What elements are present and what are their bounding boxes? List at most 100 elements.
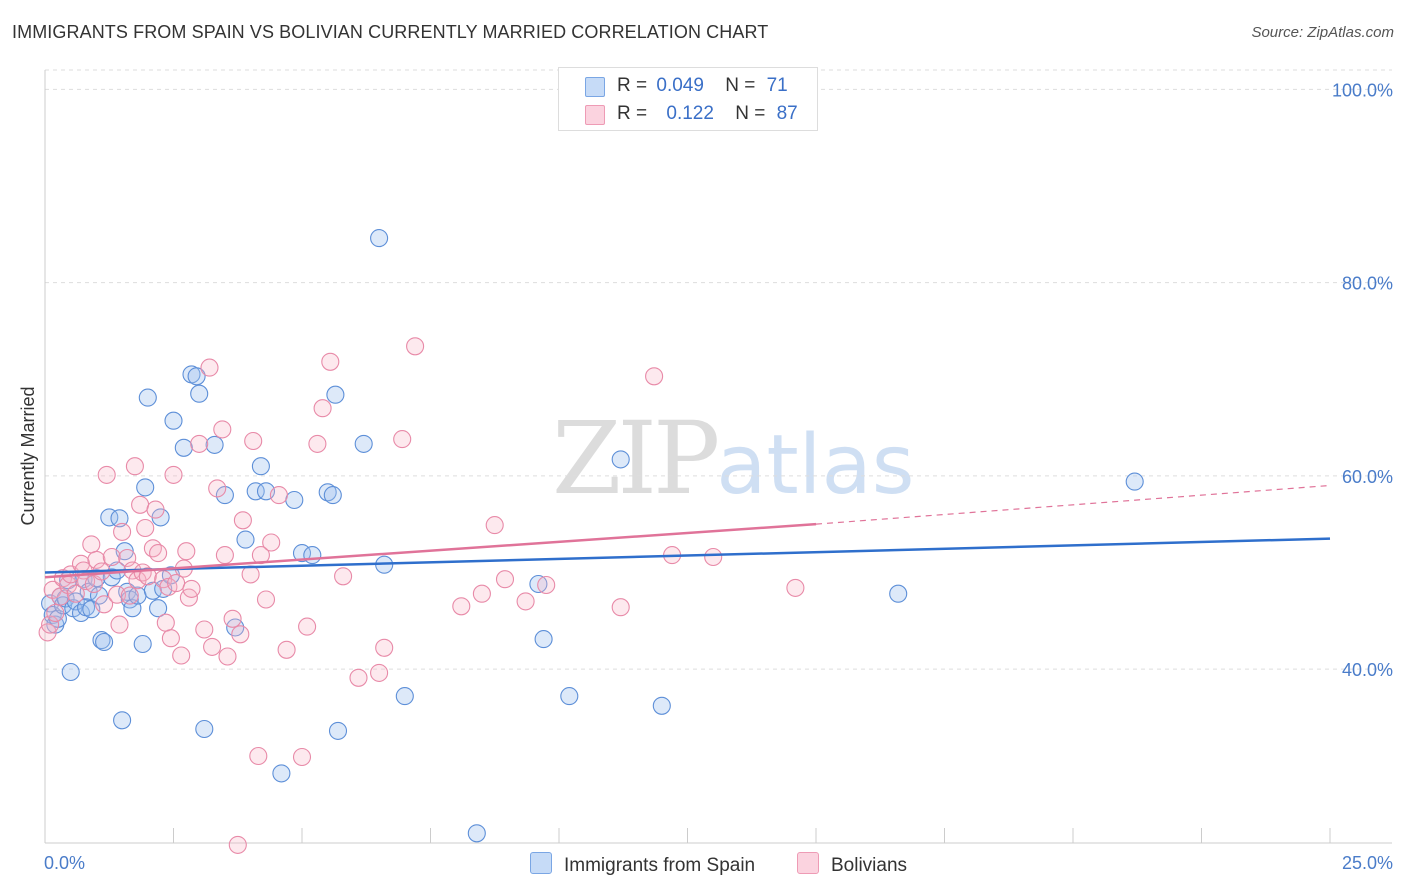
- bolivians-point: [334, 567, 353, 586]
- spain-point: [190, 384, 209, 403]
- legend-n-label: N =: [725, 75, 756, 96]
- spain-point: [467, 824, 486, 843]
- bolivians-point: [452, 597, 471, 616]
- bolivians-point: [215, 546, 234, 565]
- bolivians-point: [82, 535, 101, 554]
- legend-r-value: 0.049: [656, 75, 704, 96]
- spain-point: [110, 509, 129, 528]
- spain-point: [285, 490, 304, 510]
- bolivians-point: [262, 533, 281, 552]
- trend-line-bolivians-extension: [815, 484, 1331, 525]
- bolivians-point: [277, 640, 296, 659]
- bolivians-point: [177, 542, 196, 561]
- legend: R = 0.049 N = 71 R = 0.122 N = 87: [558, 67, 818, 131]
- bolivians-point: [298, 617, 317, 636]
- spain-point: [318, 483, 337, 502]
- x-tick-label: 25.0%: [1342, 853, 1393, 873]
- bolivians-point: [256, 590, 276, 609]
- y-tick-label: 80.0%: [1342, 274, 1393, 294]
- legend-stats-spain: R = 0.049 N = 71: [617, 75, 788, 97]
- bolivians-point: [102, 547, 121, 567]
- spain-point: [611, 450, 630, 469]
- spain-point: [187, 367, 206, 386]
- watermark-zip: ZIP: [552, 400, 720, 517]
- spain-point: [136, 478, 155, 497]
- bolivians-point: [241, 565, 260, 584]
- spain-point: [251, 457, 270, 476]
- legend-n-label: N =: [735, 103, 766, 124]
- spain-point: [889, 584, 908, 603]
- bolivians-point: [143, 539, 162, 558]
- legend-r-value: 0.122: [666, 103, 714, 124]
- legend-swatch-spain: [585, 77, 605, 97]
- bottom-legend-bolivians: Bolivians: [797, 852, 907, 877]
- bolivians-point: [249, 746, 268, 766]
- bolivians-point: [87, 550, 106, 569]
- spain-point: [205, 435, 224, 454]
- x-tick-label: 0.0%: [44, 853, 85, 873]
- bolivians-point: [149, 544, 168, 563]
- spain-point: [328, 721, 348, 740]
- watermark: ZIPatlas: [552, 400, 914, 517]
- spain-point: [236, 530, 255, 549]
- spain-point: [370, 229, 389, 248]
- spain-point: [246, 482, 265, 501]
- y-tick-label: 40.0%: [1342, 660, 1393, 680]
- bottom-legend-label-bolivians: Bolivians: [831, 855, 908, 876]
- bolivians-point: [537, 575, 556, 595]
- bolivians-point: [172, 646, 191, 665]
- spain-point: [149, 599, 168, 618]
- bolivians-point: [313, 399, 332, 418]
- bolivians-point: [321, 352, 340, 371]
- bolivians-point: [208, 479, 227, 498]
- spain-point: [534, 630, 553, 649]
- bolivians-point: [95, 595, 114, 614]
- bolivians-point: [375, 638, 394, 657]
- spain-point: [215, 486, 234, 505]
- spain-point: [113, 711, 132, 730]
- bolivians-point: [164, 465, 183, 484]
- spain-point: [164, 411, 183, 430]
- spain-point: [71, 603, 91, 623]
- bolivians-point: [131, 495, 150, 514]
- bolivians-point: [110, 615, 129, 634]
- chart-title: IMMIGRANTS FROM SPAIN VS BOLIVIAN CURREN…: [12, 22, 769, 42]
- spain-point: [560, 687, 579, 706]
- bolivians-point: [156, 613, 175, 632]
- spain-point: [89, 586, 109, 605]
- bolivians-point: [223, 609, 242, 628]
- bottom-legend-spain: Immigrants from Spain: [530, 852, 755, 877]
- legend-r-label: R =: [617, 103, 648, 124]
- bolivians-point: [107, 585, 127, 604]
- bolivians-point: [182, 579, 201, 598]
- watermark-atlas: atlas: [716, 418, 915, 513]
- bolivians-point: [228, 835, 247, 854]
- bolivians-point: [269, 486, 288, 505]
- bolivians-point: [393, 430, 412, 449]
- bolivians-point: [161, 629, 180, 648]
- bolivians-point: [495, 570, 515, 589]
- bolivians-point: [125, 457, 144, 476]
- bolivians-point: [113, 522, 132, 541]
- spain-point: [1125, 472, 1144, 491]
- trend-lines: [44, 484, 1331, 579]
- bolivians-point: [46, 603, 65, 623]
- bolivians-point: [645, 367, 664, 386]
- series-spain-points: [41, 229, 1144, 843]
- spain-point: [326, 385, 345, 404]
- bolivians-point: [97, 465, 116, 484]
- bolivians-point: [485, 516, 504, 535]
- spain-point: [92, 631, 111, 650]
- bolivians-point: [704, 547, 723, 567]
- spain-point: [100, 508, 119, 527]
- spain-point: [95, 632, 114, 652]
- bolivians-point: [308, 434, 327, 453]
- bolivians-point: [472, 584, 491, 603]
- legend-n-value: 87: [776, 103, 798, 124]
- bolivians-point: [233, 511, 252, 530]
- spain-point: [395, 687, 414, 706]
- source-credit: Source: ZipAtlas.com: [1251, 24, 1394, 41]
- bolivians-point: [146, 500, 165, 519]
- spain-point: [354, 434, 373, 453]
- bolivians-point: [136, 518, 155, 538]
